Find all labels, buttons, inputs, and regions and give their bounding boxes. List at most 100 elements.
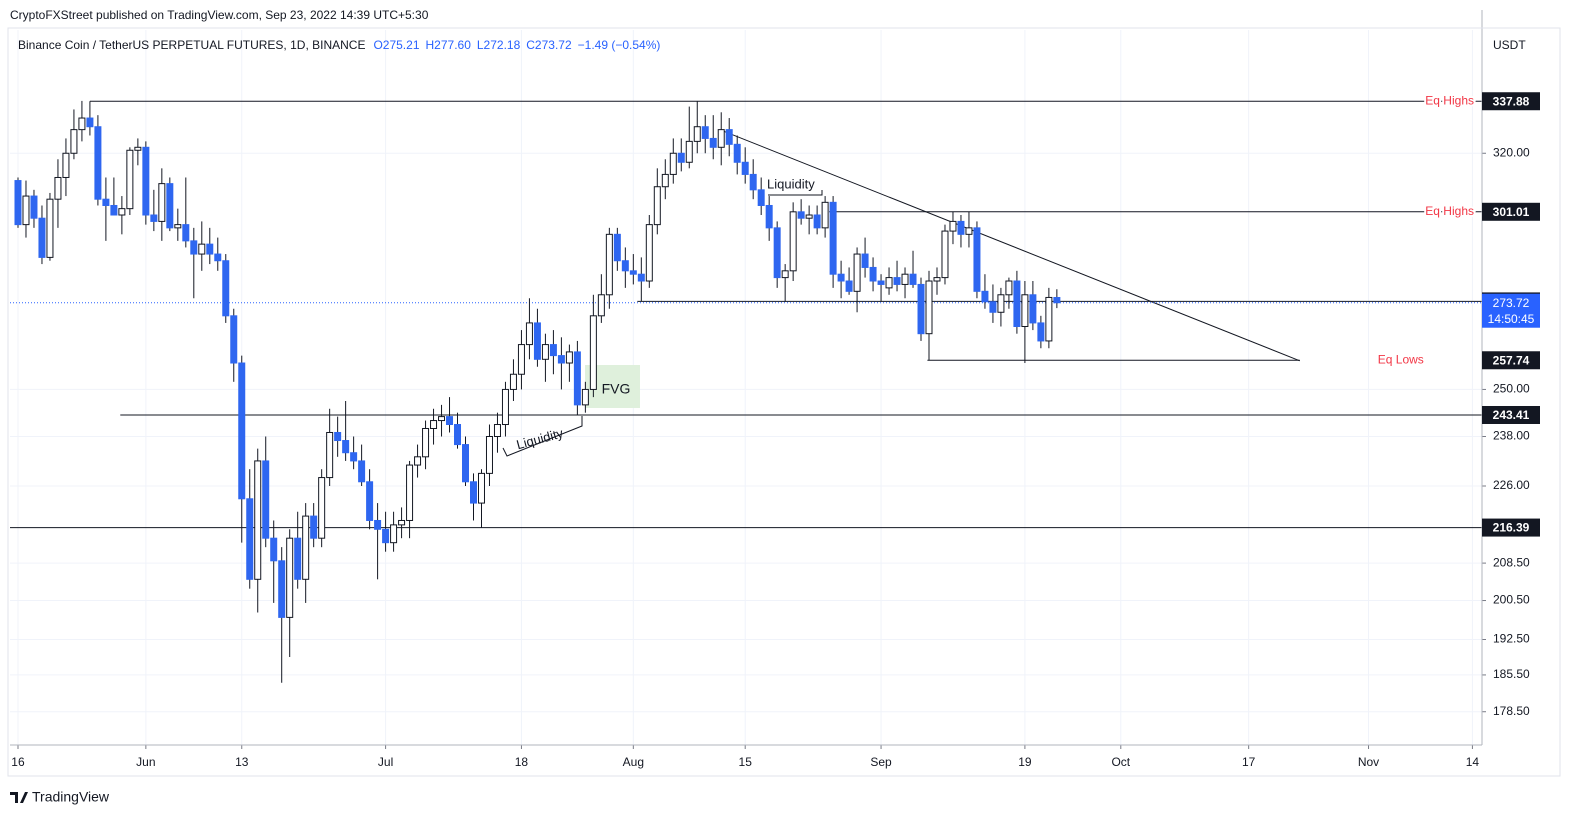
candle-body — [765, 204, 773, 229]
candle-body — [286, 537, 294, 618]
candle-body — [374, 519, 382, 530]
candle-body — [398, 519, 406, 526]
candle-body — [677, 152, 685, 163]
candle-body — [1053, 297, 1061, 304]
x-tick-label: 18 — [515, 755, 529, 769]
candle-body — [254, 460, 262, 580]
candle-body — [238, 362, 246, 500]
candle-body — [54, 176, 62, 200]
candle-body — [102, 198, 110, 206]
candle-body — [70, 129, 78, 154]
candle-body — [653, 186, 661, 226]
candle-body — [46, 198, 54, 258]
x-tick-label: 13 — [235, 755, 249, 769]
candle-body — [134, 146, 142, 151]
candle-body — [917, 283, 925, 335]
candle-body — [573, 351, 581, 406]
candle-body — [549, 344, 557, 357]
candle-body — [525, 322, 533, 346]
candle-body — [190, 240, 198, 255]
candle-body — [989, 301, 997, 313]
candle-body — [661, 173, 669, 188]
candle-body — [342, 440, 350, 454]
x-tick-label: 16 — [11, 755, 25, 769]
candle-body — [749, 173, 757, 191]
candle-body — [390, 524, 398, 544]
candle-body — [781, 270, 789, 279]
candle-body — [1021, 294, 1029, 327]
candle-body — [645, 224, 653, 282]
candle-body — [789, 211, 797, 272]
candle-body — [62, 152, 70, 178]
candle-body — [877, 280, 885, 285]
legend-close: C273.72 — [526, 38, 572, 52]
price-tag — [1482, 293, 1540, 328]
candle-body — [837, 273, 845, 282]
candle-body — [1045, 296, 1053, 342]
candle-body — [430, 420, 438, 429]
plot — [10, 30, 1482, 745]
candle-body — [925, 280, 933, 335]
x-tick-label: Nov — [1358, 755, 1379, 769]
candle-body — [501, 388, 509, 426]
candle-body — [326, 431, 334, 479]
candle-body — [30, 195, 38, 219]
candle-body — [709, 137, 717, 148]
x-tick-label: Aug — [623, 755, 644, 769]
candle-body — [485, 435, 493, 474]
candle-body — [589, 315, 597, 390]
candle-body — [382, 528, 390, 544]
candle-body — [38, 217, 46, 258]
candle-body — [901, 273, 909, 285]
candle-body — [541, 344, 549, 360]
x-tick-label: 15 — [739, 755, 753, 769]
price-tag — [1482, 351, 1540, 370]
candle-body — [118, 208, 126, 216]
candle-body — [605, 233, 613, 296]
candle-body — [422, 427, 430, 458]
candle-body — [885, 277, 893, 289]
candle-body — [310, 515, 318, 539]
trendline — [720, 129, 1300, 362]
countdown: 14:50:45 — [1488, 312, 1535, 326]
candle-body — [414, 456, 422, 466]
candle-body — [166, 183, 174, 229]
chart-title: Binance Coin / TetherUS PERPETUAL FUTURE… — [18, 38, 660, 52]
candle-body — [533, 322, 541, 360]
price-tag — [1482, 202, 1540, 221]
candle-body — [757, 189, 765, 206]
y-tick-label: 200.50 — [1493, 593, 1530, 607]
candle-body — [294, 537, 302, 580]
candle-body — [366, 481, 374, 521]
candle-body — [741, 161, 749, 175]
title: Binance Coin / TetherUS PERPETUAL FUTURE… — [18, 38, 365, 52]
candle-body — [805, 214, 813, 219]
candle-body — [829, 201, 837, 275]
candle-body — [597, 294, 605, 317]
candle-body — [150, 214, 158, 222]
candle-body — [270, 537, 278, 562]
candle-body — [358, 460, 366, 483]
candle-body — [214, 253, 222, 262]
candle-body — [222, 260, 230, 317]
y-tick-label: 250.00 — [1493, 382, 1530, 396]
legend-change: −1.49 (−0.54%) — [578, 38, 661, 52]
candle-body — [262, 460, 270, 539]
candle-body — [350, 452, 358, 462]
candle-body — [693, 126, 701, 142]
candle-body — [110, 204, 118, 216]
candle-body — [621, 260, 629, 272]
x-tick-label: Jul — [378, 755, 393, 769]
x-tick-label: 14 — [1466, 755, 1480, 769]
candle-body — [1005, 280, 1013, 296]
candle-body — [318, 477, 326, 539]
candle-body — [845, 280, 853, 292]
candle-body — [949, 220, 957, 232]
y-tick-label: 178.50 — [1493, 704, 1530, 718]
footer-logo — [10, 792, 28, 803]
y-tick-label: 192.50 — [1493, 632, 1530, 646]
level-label: Eq Highs — [1425, 93, 1474, 107]
price-tag-label: 273.72 — [1493, 296, 1530, 310]
